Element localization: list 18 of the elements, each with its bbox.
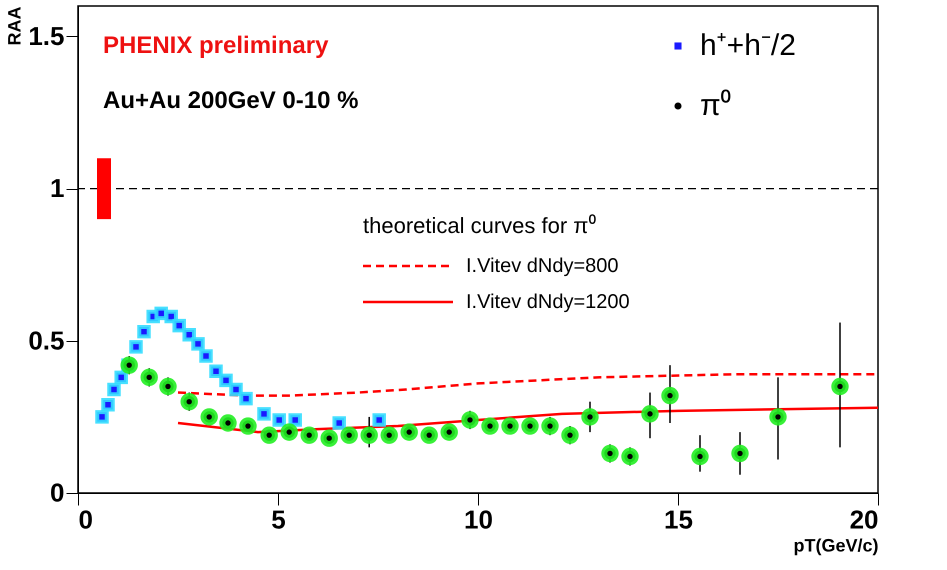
x-tick-label: 15 — [664, 504, 693, 534]
y-tick-label: 0.5 — [28, 325, 64, 356]
x-tick-label: 0 — [78, 504, 93, 534]
x-tick-label: 20 — [850, 504, 878, 534]
x-tick-label: 5 — [271, 504, 286, 534]
legend-label: h⁺+h⁻/2 — [700, 29, 796, 62]
x-tick-label: 10 — [464, 504, 493, 534]
annotation: Au+Au 200GeV 0-10 % — [103, 87, 358, 114]
x-axis-title: pT(GeV/c) — [793, 536, 878, 556]
y-axis-title: RAA — [4, 6, 24, 46]
legend-label: I.Vitev dNdy=1200 — [466, 291, 630, 313]
y-tick-label: 0 — [50, 478, 64, 508]
y-tick-label: 1 — [50, 173, 64, 204]
legend-label: I.Vitev dNdy=800 — [466, 255, 619, 277]
annotation: PHENIX preliminary — [103, 32, 330, 59]
legend-label: π⁰ — [700, 89, 732, 122]
legend-title: theoretical curves for π⁰ — [363, 213, 596, 238]
y-tick-label: 1.5 — [28, 20, 64, 51]
